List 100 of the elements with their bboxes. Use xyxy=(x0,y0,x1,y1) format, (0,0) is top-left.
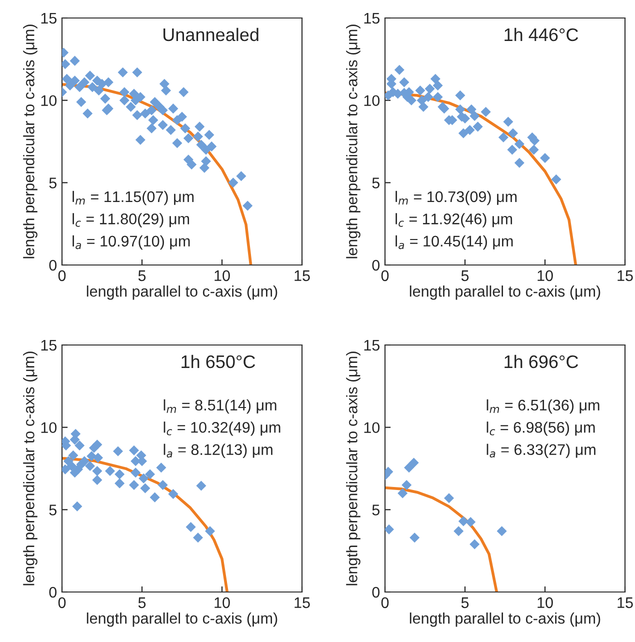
point xyxy=(404,462,414,473)
x-tick-label: 5 xyxy=(138,597,146,608)
y-tick-label: 10 xyxy=(41,422,57,434)
point xyxy=(399,77,410,88)
point xyxy=(79,456,90,466)
point xyxy=(402,480,412,490)
x-tick-label: 10 xyxy=(538,270,553,282)
x-tick-label: 15 xyxy=(294,270,310,282)
point xyxy=(503,116,514,127)
point xyxy=(454,526,464,536)
point xyxy=(514,158,524,168)
x-tick-label: 10 xyxy=(214,270,230,282)
point xyxy=(528,144,539,155)
point xyxy=(466,104,476,114)
point xyxy=(66,461,77,472)
point xyxy=(455,104,466,114)
point xyxy=(130,468,141,478)
y-tick-label: 10 xyxy=(41,95,57,106)
annotation: l$_{a}$ = 10.45(14) μm xyxy=(396,235,513,250)
x-axis-title: length parallel to c-axis (μm) xyxy=(410,285,600,300)
x-tick-label: 15 xyxy=(618,597,633,608)
point xyxy=(72,501,82,512)
annotation: l$_{m}$ = 8.51(14) μm xyxy=(164,399,276,414)
chart-title: 1h 696°C xyxy=(504,354,578,368)
point xyxy=(138,473,149,484)
point xyxy=(432,80,443,91)
chart-title: 1h 446°C xyxy=(504,28,578,42)
y-tick-label: 15 xyxy=(41,13,56,24)
point xyxy=(470,539,480,550)
point xyxy=(394,64,404,75)
point xyxy=(466,517,476,528)
point xyxy=(507,144,518,155)
annotation: l$_{c}$ = 6.98(56) μm xyxy=(486,422,595,436)
y-tick-label: 5 xyxy=(49,504,56,516)
point xyxy=(92,440,102,450)
point xyxy=(186,522,196,532)
point xyxy=(472,122,483,132)
point xyxy=(104,466,116,476)
point xyxy=(418,102,428,112)
x-tick-label: 10 xyxy=(214,597,230,608)
annotation: l$_{m}$ = 6.51(36) μm xyxy=(486,399,600,414)
chart-title: 1h 650°C xyxy=(182,354,256,368)
point xyxy=(496,526,507,536)
point xyxy=(196,480,206,491)
point xyxy=(514,138,524,149)
point xyxy=(444,493,454,504)
y-tick-label: 0 xyxy=(49,586,57,598)
y-tick-label: 15 xyxy=(364,340,380,351)
point xyxy=(92,452,104,463)
annotation: l$_{m}$ = 10.73(09) μm xyxy=(396,190,517,206)
point xyxy=(540,152,550,163)
y-axis-title: length perpendicular to c-axis (μm) xyxy=(23,24,38,258)
y-axis-title: length perpendicular to c-axis (μm) xyxy=(346,352,360,586)
x-tick-label: 5 xyxy=(461,597,469,608)
y-tick-label: 5 xyxy=(372,504,380,516)
point xyxy=(424,84,435,94)
x-tick-label: 0 xyxy=(381,597,389,608)
point xyxy=(128,480,140,490)
chart-title: Unannealed xyxy=(164,28,258,42)
point xyxy=(430,74,440,84)
point xyxy=(398,488,408,498)
point xyxy=(84,461,96,472)
point xyxy=(68,450,78,460)
point xyxy=(204,526,216,536)
point xyxy=(114,469,125,480)
point xyxy=(70,434,80,445)
point xyxy=(508,128,518,138)
annotation: l$_{a}$ = 6.33(27) μm xyxy=(486,444,596,458)
point xyxy=(470,110,480,121)
annotation: l$_{a}$ = 8.12(13) μm xyxy=(164,444,272,458)
y-tick-label: 10 xyxy=(364,95,380,106)
x-axis-title: length parallel to c-axis (μm) xyxy=(86,612,278,627)
y-tick-label: 5 xyxy=(372,178,380,188)
point xyxy=(74,440,85,450)
point xyxy=(140,483,150,494)
annotation: l$_{c}$ = 10.32(49) μm xyxy=(164,422,280,436)
x-tick-label: 5 xyxy=(138,270,146,282)
x-tick-label: 0 xyxy=(381,270,389,282)
point xyxy=(480,106,491,117)
point xyxy=(144,469,156,480)
point xyxy=(385,524,394,534)
y-tick-label: 15 xyxy=(364,13,380,24)
point xyxy=(192,532,204,543)
y-axis-title: length perpendicular to c-axis (μm) xyxy=(23,352,38,586)
y-tick-label: 10 xyxy=(364,422,380,434)
point xyxy=(92,475,102,486)
annotation: l$_{c}$ = 11.80(29) μm xyxy=(72,213,190,228)
point xyxy=(432,92,443,102)
x-tick-label: 15 xyxy=(618,270,633,282)
point xyxy=(150,492,160,502)
point xyxy=(498,132,508,142)
y-tick-label: 5 xyxy=(49,178,56,188)
point xyxy=(458,516,468,526)
x-axis-title: length parallel to c-axis (μm) xyxy=(410,612,600,627)
point xyxy=(128,445,140,456)
point xyxy=(92,466,102,476)
point xyxy=(168,489,178,500)
annotation: l$_{a}$ = 10.97(10) μm xyxy=(72,235,190,250)
x-tick-label: 10 xyxy=(538,597,553,608)
point xyxy=(408,458,419,468)
